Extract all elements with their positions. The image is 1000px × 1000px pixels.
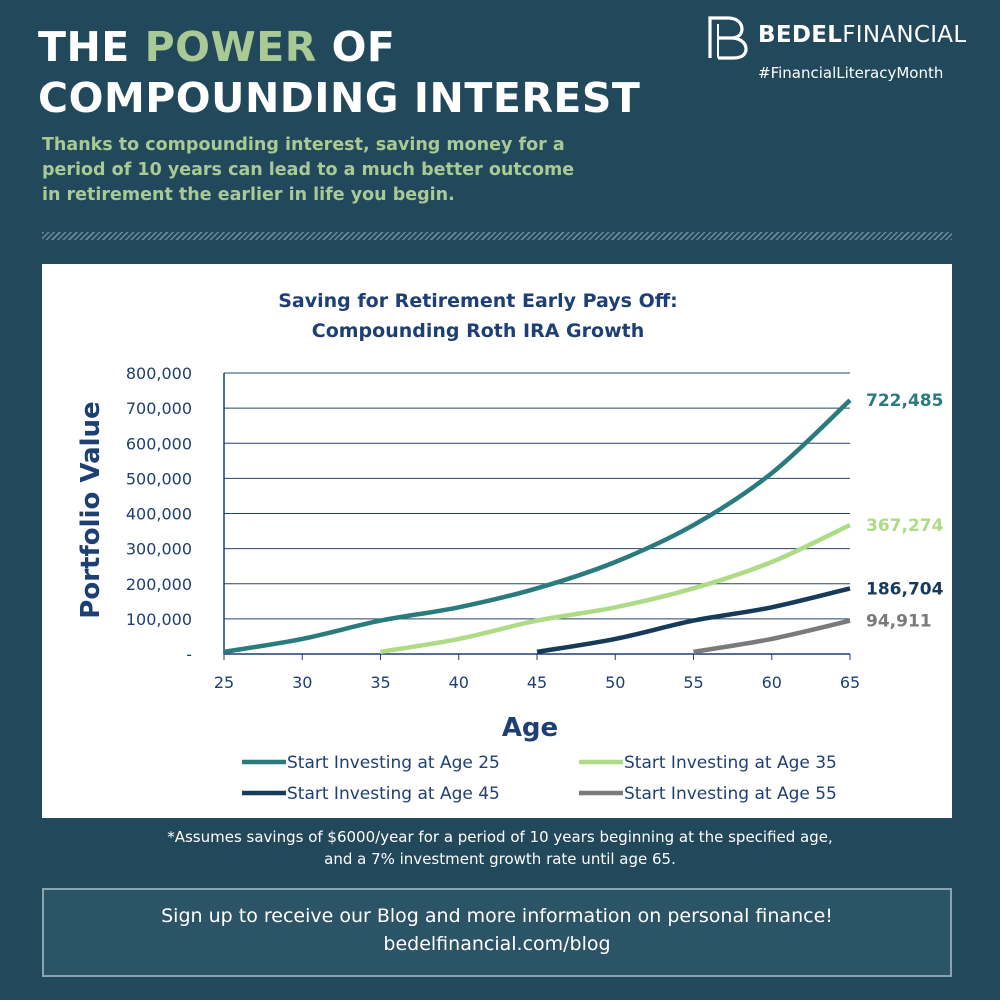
hatched-divider xyxy=(42,232,952,240)
x-tick-label: 50 xyxy=(605,673,625,692)
end-value-label: 94,911 xyxy=(866,612,932,632)
y-tick-label: 100,000 xyxy=(126,610,192,629)
x-tick-label: 60 xyxy=(762,673,782,692)
brand-name-bold: BEDEL xyxy=(758,22,843,48)
x-tick-label: 30 xyxy=(292,673,312,692)
series-line xyxy=(223,398,852,655)
title-word-of: OF xyxy=(331,23,396,71)
y-tick-label: - xyxy=(186,645,192,664)
legend-label: Start Investing at Age 55 xyxy=(624,784,837,804)
y-tick-label: 500,000 xyxy=(126,469,192,488)
page-title-line-2: COMPOUNDING INTEREST xyxy=(38,74,641,122)
chart-title-line-2: Compounding Roth IRA Growth xyxy=(312,320,644,342)
page-title-line-1: THE POWER OF xyxy=(38,27,395,68)
title-word-the: THE xyxy=(38,23,130,71)
y-tick-label: 600,000 xyxy=(126,434,192,453)
bedel-logo-icon xyxy=(708,16,748,60)
blog-signup-banner[interactable]: Sign up to receive our Blog and more inf… xyxy=(42,888,952,977)
x-tick-label: 55 xyxy=(683,673,703,692)
x-axis-label: Age xyxy=(502,713,558,743)
y-tick-label: 800,000 xyxy=(126,364,192,383)
footnote: *Assumes savings of $6000/year for a per… xyxy=(0,826,1000,870)
x-tick-label: 45 xyxy=(527,673,547,692)
cta-text: Sign up to receive our Blog and more inf… xyxy=(161,905,833,927)
legend-label: Start Investing at Age 25 xyxy=(287,753,500,773)
series-line xyxy=(536,586,851,655)
series-line xyxy=(693,618,851,655)
page-subtitle: Thanks to compounding interest, saving m… xyxy=(42,135,575,205)
brand-name: BEDELFINANCIAL xyxy=(758,22,966,48)
chart-title-line-1: Saving for Retirement Early Pays Off: xyxy=(278,290,678,312)
end-value-label: 186,704 xyxy=(866,579,944,599)
hashtag: #FinancialLiteracyMonth xyxy=(758,64,944,82)
legend-label: Start Investing at Age 45 xyxy=(287,784,500,804)
end-value-label: 722,485 xyxy=(866,391,943,411)
chart-card: Saving for Retirement Early Pays Off: Co… xyxy=(42,264,952,818)
y-tick-label: 200,000 xyxy=(126,575,192,594)
x-tick-label: 40 xyxy=(449,673,469,692)
legend-label: Start Investing at Age 35 xyxy=(624,753,837,773)
x-tick-label: 25 xyxy=(214,673,234,692)
y-tick-label: 700,000 xyxy=(126,399,192,418)
line-chart: Saving for Retirement Early Pays Off: Co… xyxy=(76,290,944,804)
y-tick-label: 300,000 xyxy=(126,540,192,559)
x-tick-label: 65 xyxy=(840,673,860,692)
end-value-label: 367,274 xyxy=(866,516,944,536)
y-tick-label: 400,000 xyxy=(126,505,192,524)
brand-name-light: FINANCIAL xyxy=(842,22,967,48)
title-word-power: POWER xyxy=(144,23,317,71)
series-line xyxy=(380,522,851,655)
y-axis-label: Portfolio Value xyxy=(76,401,106,618)
blog-link[interactable]: bedelfinancial.com/blog xyxy=(383,933,611,955)
footnote-line-1: *Assumes savings of $6000/year for a per… xyxy=(167,828,833,846)
x-tick-label: 35 xyxy=(370,673,390,692)
footnote-line-2: and a 7% investment growth rate until ag… xyxy=(324,850,676,868)
